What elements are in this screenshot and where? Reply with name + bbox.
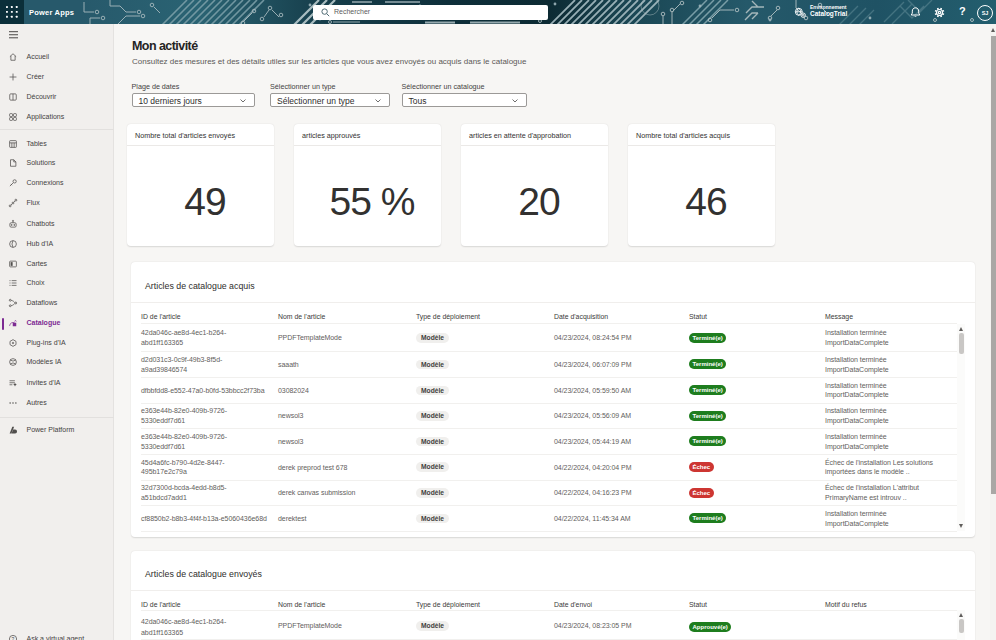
svg-text:?: ? <box>12 636 15 640</box>
